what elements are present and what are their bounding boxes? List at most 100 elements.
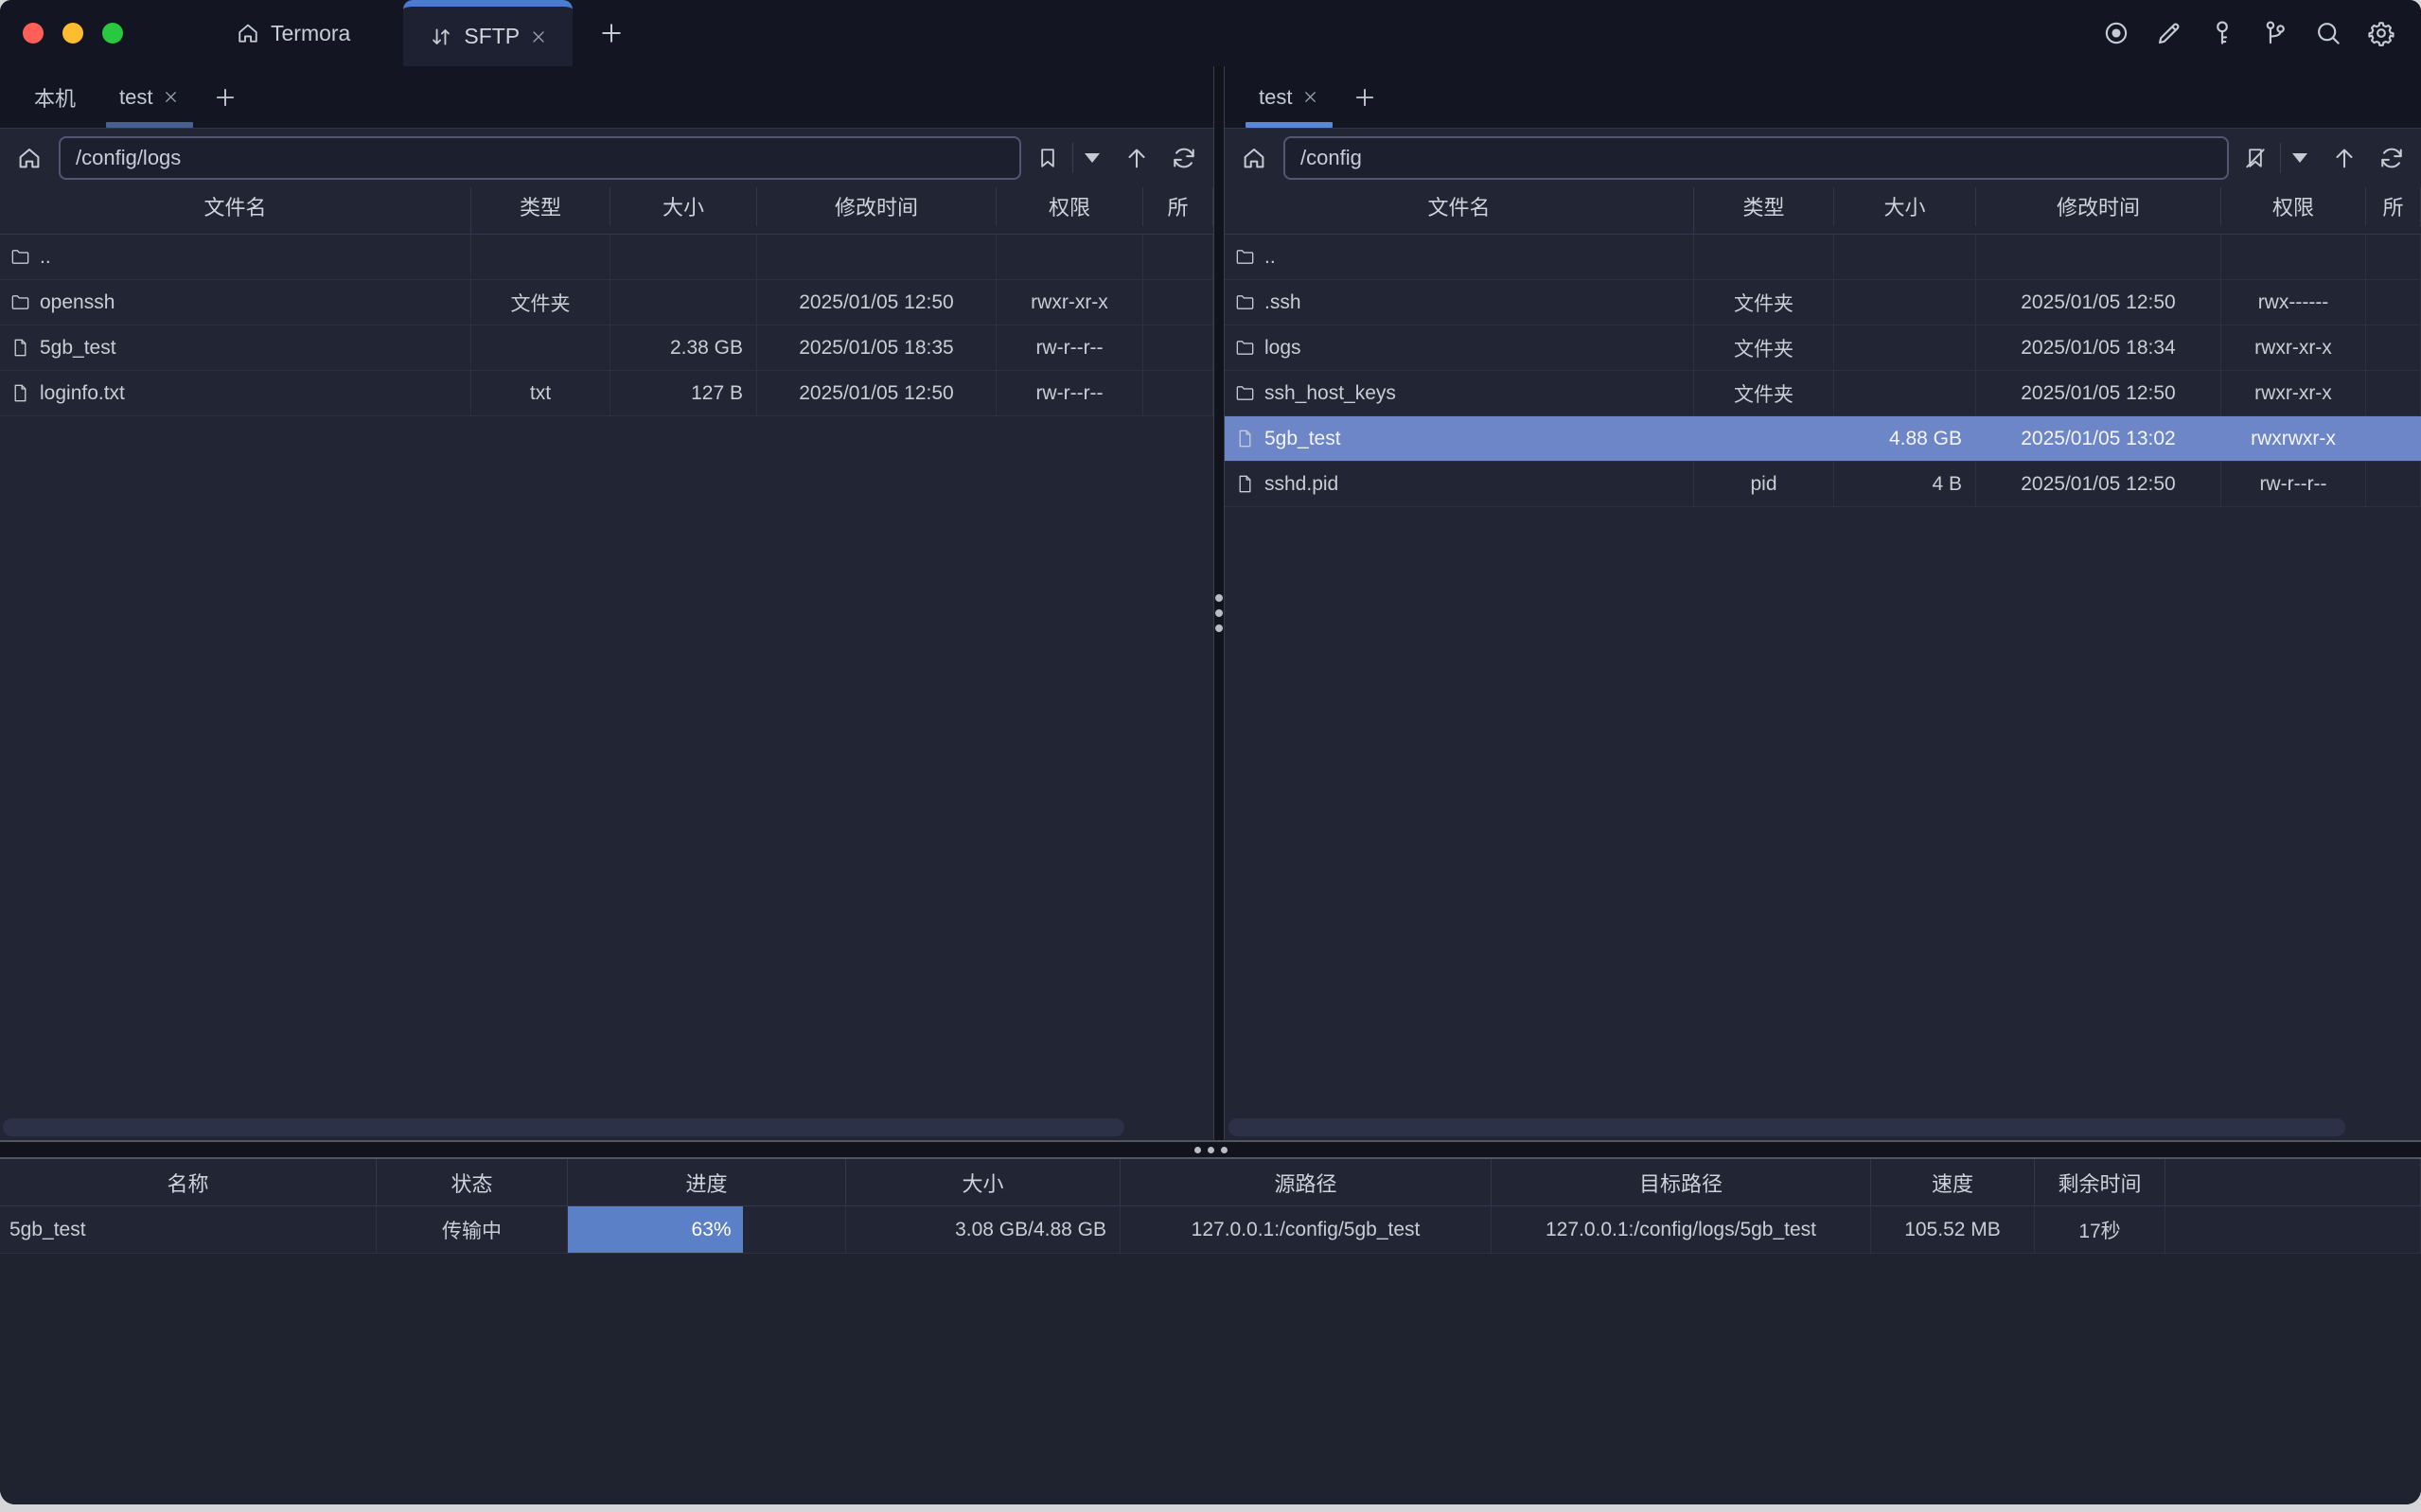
column-header[interactable]: 大小 xyxy=(846,1159,1121,1205)
file-name-cell: .. xyxy=(1225,235,1694,279)
tab-test-right[interactable]: test xyxy=(1246,66,1334,128)
column-header[interactable]: 文件名 xyxy=(0,187,471,226)
column-header[interactable]: 状态 xyxy=(377,1159,568,1205)
refresh-button[interactable] xyxy=(2377,144,2406,172)
file-row[interactable]: sshd.pid pid 4 B 2025/01/05 12:50 rw-r--… xyxy=(1225,462,2421,507)
minimize-window-button[interactable] xyxy=(62,23,83,44)
column-header[interactable]: 文件名 xyxy=(1225,187,1694,226)
left-horizontal-scrollbar[interactable] xyxy=(0,1116,1213,1140)
file-row[interactable]: .. xyxy=(0,235,1213,280)
tab-label: test xyxy=(119,84,153,109)
bookmark-dropdown-caret[interactable] xyxy=(2292,153,2307,163)
column-header[interactable]: 修改时间 xyxy=(1976,187,2221,226)
file-row[interactable]: openssh 文件夹 2025/01/05 12:50 rwxr-xr-x xyxy=(0,280,1213,325)
close-window-button[interactable] xyxy=(23,23,44,44)
file-name-cell: .. xyxy=(0,235,471,279)
right-horizontal-scrollbar[interactable] xyxy=(1225,1116,2421,1140)
zoom-window-button[interactable] xyxy=(102,23,123,44)
transfer-progress-bar: 63% xyxy=(568,1206,846,1253)
file-row[interactable]: .ssh 文件夹 2025/01/05 12:50 rwx------ xyxy=(1225,280,2421,325)
transfer-panel-splitter[interactable] xyxy=(0,1140,2421,1159)
pane-splitter[interactable] xyxy=(1213,66,1225,1140)
new-window-tab-button[interactable] xyxy=(573,0,650,66)
column-header[interactable]: 剩余时间 xyxy=(2035,1159,2165,1205)
transfer-list: 5gb_test 传输中 63% 3.08 GB/4.88 GB 127.0.0… xyxy=(0,1206,2421,1254)
key-button[interactable] xyxy=(2207,18,2237,48)
bookmark-dropdown-caret[interactable] xyxy=(1085,153,1100,163)
file-row[interactable]: 5gb_test 2.38 GB 2025/01/05 18:35 rw-r--… xyxy=(0,325,1213,371)
file-size xyxy=(610,235,757,279)
file-panes: 本机 test xyxy=(0,66,2421,1140)
tab-local-machine[interactable]: 本机 xyxy=(25,66,85,128)
search-button[interactable] xyxy=(2313,18,2343,48)
record-button[interactable] xyxy=(2101,18,2131,48)
file-row-filler xyxy=(1143,235,1213,279)
file-row[interactable]: ssh_host_keys 文件夹 2025/01/05 12:50 rwxr-… xyxy=(1225,371,2421,416)
column-header[interactable]: 所 xyxy=(1143,187,1213,226)
left-pane: 本机 test xyxy=(0,66,1213,1140)
file-row[interactable]: logs 文件夹 2025/01/05 18:34 rwxr-xr-x xyxy=(1225,325,2421,371)
file-row-filler xyxy=(2366,235,2421,279)
column-header[interactable]: 类型 xyxy=(471,187,610,226)
file-row[interactable]: 5gb_test 4.88 GB 2025/01/05 13:02 rwxrwx… xyxy=(1225,416,2421,462)
tab-sftp[interactable]: SFTP xyxy=(403,0,574,66)
file-size: 4.88 GB xyxy=(1888,427,1962,449)
home-icon[interactable] xyxy=(15,144,44,172)
file-perm xyxy=(2221,235,2366,279)
edit-button[interactable] xyxy=(2154,18,2184,48)
left-toolbar-actions xyxy=(1034,143,1198,173)
file-row-filler xyxy=(2366,416,2421,461)
column-header[interactable]: 权限 xyxy=(997,187,1143,226)
add-connection-button-right[interactable] xyxy=(1352,66,1378,128)
file-name: logs xyxy=(1264,336,1301,359)
column-header[interactable]: 名称 xyxy=(0,1159,377,1205)
transfer-row[interactable]: 5gb_test 传输中 63% 3.08 GB/4.88 GB 127.0.0… xyxy=(0,1206,2421,1254)
file-name-cell: loginfo.txt xyxy=(0,371,471,415)
file-perm: rwxr-xr-x xyxy=(2221,371,2366,415)
scrollbar-thumb[interactable] xyxy=(1228,1118,2345,1136)
left-file-list: .. openssh 文件夹 xyxy=(0,235,1213,416)
close-icon[interactable] xyxy=(1301,88,1319,106)
column-header[interactable]: 所 xyxy=(2366,187,2421,226)
column-header[interactable]: 源路径 xyxy=(1121,1159,1492,1205)
bookmark-icon[interactable] xyxy=(1034,145,1061,171)
file-name: .. xyxy=(40,245,51,268)
file-row-filler xyxy=(1143,325,1213,370)
bookmark-slash-icon[interactable] xyxy=(2242,145,2269,171)
settings-button[interactable] xyxy=(2366,18,2396,48)
parent-directory-button[interactable] xyxy=(1122,144,1151,172)
column-header[interactable]: 类型 xyxy=(1694,187,1834,226)
tab-termora[interactable]: Termora xyxy=(216,0,369,66)
transfer-target-path: 127.0.0.1:/config/logs/5gb_test xyxy=(1492,1206,1871,1253)
column-header[interactable]: 目标路径 xyxy=(1492,1159,1871,1205)
column-header[interactable]: 修改时间 xyxy=(757,187,997,226)
column-header[interactable]: 权限 xyxy=(2221,187,2366,226)
titlebar-spacer xyxy=(650,0,2101,66)
column-header[interactable]: 速度 xyxy=(1871,1159,2035,1205)
home-icon[interactable] xyxy=(1240,144,1268,172)
file-name-cell: 5gb_test xyxy=(0,325,471,370)
scrollbar-thumb[interactable] xyxy=(3,1118,1124,1136)
file-mtime: 2025/01/05 12:50 xyxy=(1976,280,2221,325)
folder-icon xyxy=(11,295,29,309)
folder-icon xyxy=(1236,250,1254,264)
right-path-input[interactable] xyxy=(1283,136,2229,180)
close-icon[interactable] xyxy=(162,88,180,106)
parent-directory-button[interactable] xyxy=(2330,144,2359,172)
add-connection-button-left[interactable] xyxy=(212,66,239,128)
file-size xyxy=(1834,235,1976,279)
file-row[interactable]: loginfo.txt txt 127 B 2025/01/05 12:50 r… xyxy=(0,371,1213,416)
transfer-icon xyxy=(433,27,451,45)
file-row[interactable]: .. xyxy=(1225,235,2421,280)
column-header[interactable]: 大小 xyxy=(1834,187,1976,226)
column-header[interactable]: 进度 xyxy=(568,1159,846,1205)
refresh-button[interactable] xyxy=(1170,144,1198,172)
file-type xyxy=(471,325,610,370)
close-icon[interactable] xyxy=(529,27,548,46)
column-header[interactable]: 大小 xyxy=(610,187,757,226)
left-path-input[interactable] xyxy=(59,136,1021,180)
toolbar-separator xyxy=(2280,143,2281,173)
branch-button[interactable] xyxy=(2260,18,2290,48)
file-name: 5gb_test xyxy=(40,336,116,359)
tab-test-left[interactable]: test xyxy=(106,66,194,128)
